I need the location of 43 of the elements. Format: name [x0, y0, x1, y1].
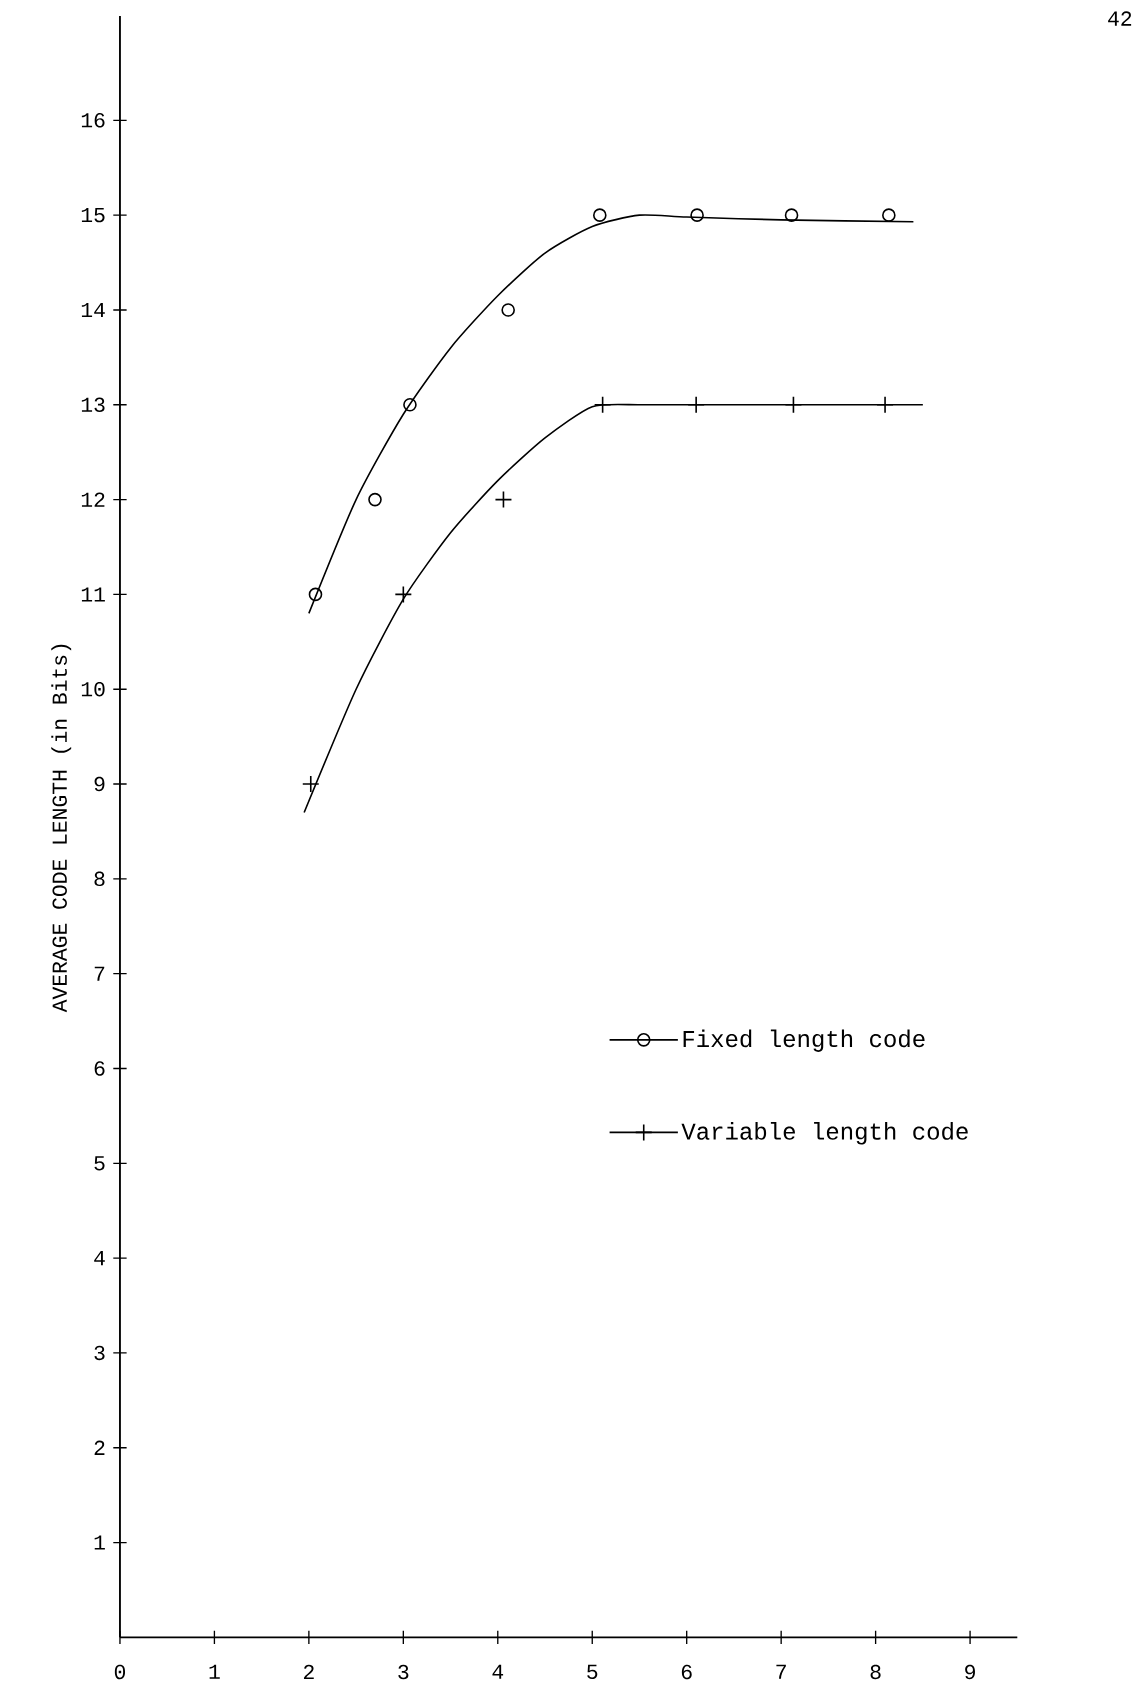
y-tick-label: 4: [94, 1251, 105, 1266]
x-tick-label: 0: [114, 1664, 126, 1680]
y-tick-label: 9: [94, 776, 105, 792]
y-tick-label: 1: [94, 1535, 105, 1550]
point: [593, 208, 607, 222]
legend-label: Variable length code: [681, 1122, 968, 1145]
x-tick-label: 3: [398, 1664, 409, 1680]
y-tick-label: 8: [94, 871, 105, 887]
y-tick-label: 5: [94, 1156, 105, 1171]
x-tick-label: 4: [492, 1664, 504, 1679]
x-tick-label: 9: [965, 1664, 975, 1680]
y-tick-label: 11: [81, 587, 105, 602]
point: [403, 397, 417, 412]
y-tick-label: 2: [94, 1440, 105, 1455]
x-tick-label: 8: [870, 1664, 881, 1680]
y-tick-label: 12: [81, 492, 105, 507]
y-tick-label: 10: [81, 681, 105, 697]
legend-label: Fixed length code: [683, 1029, 925, 1052]
x-tick-label: 6: [681, 1664, 692, 1680]
y-tick-label: 3: [94, 1345, 105, 1361]
point: [784, 208, 799, 222]
y-tick-label: 14: [81, 302, 105, 317]
x-tick-label: 5: [587, 1664, 598, 1680]
point: [308, 587, 323, 602]
text: 42: [1108, 11, 1132, 26]
point: [494, 490, 513, 509]
y-tick-label: 16: [81, 113, 105, 128]
y-tick-label: 7: [94, 966, 105, 981]
x-tick-label: 1: [209, 1664, 220, 1679]
y-axis-title: AVERAGE CODE LENGTH (in Bits): [51, 644, 72, 1013]
y-tick-label: 6: [94, 1061, 105, 1076]
point: [301, 775, 320, 793]
x-tick-label: 7: [776, 1664, 786, 1679]
y-tick-label: 13: [81, 397, 105, 413]
point: [368, 492, 382, 507]
point: [501, 303, 515, 317]
point: [394, 585, 413, 604]
point: [690, 208, 704, 222]
point: [882, 208, 896, 222]
y-tick-label: 15: [81, 208, 105, 223]
point: [784, 395, 803, 414]
point: [593, 395, 612, 414]
x-tick-label: 2: [303, 1664, 314, 1680]
